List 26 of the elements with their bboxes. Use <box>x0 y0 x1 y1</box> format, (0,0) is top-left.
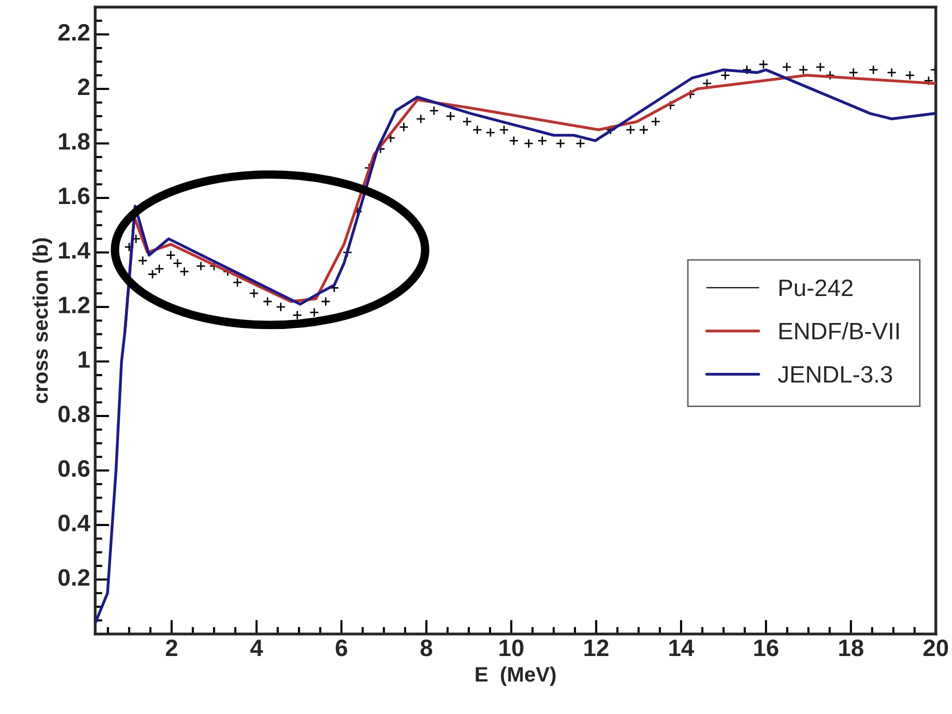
y-tick-label: 1.2 <box>59 296 90 314</box>
y-tick-label: 0.6 <box>58 460 90 477</box>
x-tick-label: 2 <box>166 640 178 656</box>
x-tick-label: 6 <box>336 640 348 656</box>
y-tick-label: 0.4 <box>58 514 90 532</box>
x-tick-label: 10 <box>500 640 524 656</box>
x-axis-title: E (MeV) <box>476 666 556 686</box>
x-tick-label: 18 <box>839 640 864 656</box>
legend-label: Pu-242 <box>780 279 853 296</box>
legend-label: ENDF/B-VII <box>780 322 899 340</box>
y-tick-label: 2.2 <box>58 24 90 40</box>
x-tick-label: 14 <box>669 640 694 656</box>
legend-label: JENDL-3.3 <box>778 366 892 383</box>
x-tick-label: 4 <box>250 640 263 656</box>
y-tick-label: 1.4 <box>59 242 90 259</box>
y-tick-label: 0.2 <box>58 569 90 586</box>
x-tick-label: 12 <box>584 640 608 656</box>
y-tick-label: 1 <box>78 351 90 368</box>
x-tick-label: 20 <box>924 640 948 656</box>
y-tick-label: 0.8 <box>58 406 90 422</box>
y-axis-title: cross section (b) <box>32 238 52 404</box>
y-tick-label: 1.6 <box>59 188 90 204</box>
x-tick-label: 8 <box>420 640 432 656</box>
y-tick-label: 1.8 <box>59 133 90 150</box>
y-tick-label: 2 <box>78 78 90 96</box>
x-tick-label: 16 <box>754 640 778 656</box>
